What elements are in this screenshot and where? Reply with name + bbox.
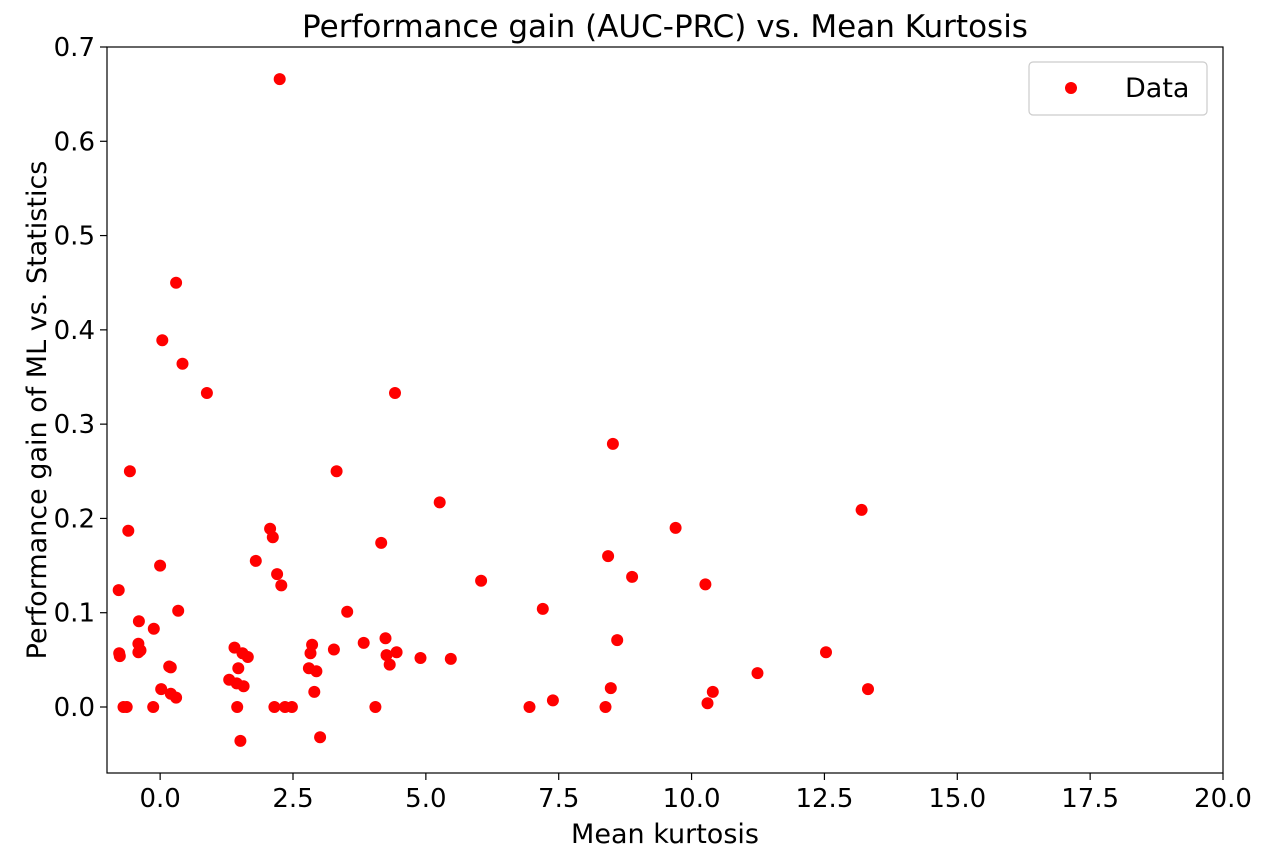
data-point [271, 568, 284, 581]
data-point [523, 701, 536, 713]
legend-marker [1065, 82, 1077, 94]
x-tick-label: 12.5 [795, 784, 853, 814]
y-tick-label: 0.0 [54, 693, 95, 723]
x-tick-label: 7.5 [538, 784, 579, 814]
data-point [606, 437, 619, 450]
data-point [414, 652, 427, 664]
data-point [369, 701, 382, 713]
data-point [699, 578, 712, 591]
data-point [134, 644, 147, 657]
data-point [751, 667, 764, 680]
data-point [120, 701, 133, 713]
data-point [176, 357, 189, 370]
data-point [599, 701, 612, 713]
data-point [433, 496, 446, 509]
data-point [604, 682, 617, 695]
data-point [706, 685, 719, 698]
data-point [241, 651, 254, 663]
data-point [231, 701, 244, 713]
data-point [380, 649, 393, 662]
data-point [701, 697, 714, 710]
data-point [172, 604, 185, 617]
data-point [389, 387, 401, 399]
data-point [314, 731, 327, 744]
legend-box [1028, 61, 1208, 116]
data-point [249, 554, 262, 567]
data-point [611, 634, 624, 647]
data-point [390, 646, 403, 659]
data-point [147, 622, 160, 635]
y-tick-label: 0.1 [54, 599, 95, 629]
legend-label-data: Data [1125, 73, 1189, 104]
data-point [536, 602, 549, 615]
data-point [112, 584, 125, 597]
x-tick-label: 5.0 [405, 784, 446, 814]
data-point [285, 701, 298, 713]
data-point [546, 694, 559, 707]
y-tick-label: 0.4 [54, 316, 95, 346]
data-point [330, 465, 343, 478]
data-point [154, 559, 167, 572]
data-point [147, 701, 160, 713]
data-point [444, 652, 457, 665]
data-point [155, 683, 168, 696]
data-point [170, 276, 183, 289]
y-tick-label: 0.2 [54, 504, 95, 534]
data-point [855, 503, 868, 516]
data-points [112, 73, 874, 747]
data-point [306, 638, 319, 651]
data-point [820, 646, 832, 659]
x-tick-label: 10.0 [663, 784, 721, 814]
data-point [669, 521, 682, 534]
x-tick-label: 15.0 [928, 784, 986, 814]
data-point [170, 691, 183, 704]
data-point [113, 650, 126, 663]
data-point [327, 643, 340, 656]
data-point [266, 531, 279, 544]
data-point [268, 701, 281, 713]
legend: Data [1028, 61, 1208, 116]
data-point [156, 334, 169, 347]
data-point [275, 579, 288, 592]
data-point [164, 661, 177, 674]
chart-title: Performance gain (AUC-PRC) vs. Mean Kurt… [302, 9, 1028, 45]
data-point [237, 680, 250, 693]
data-point [200, 387, 213, 399]
data-point [232, 662, 245, 675]
data-point [375, 536, 388, 549]
data-point [123, 465, 136, 478]
x-tick-label: 2.5 [272, 784, 313, 814]
y-axis-ticks: 0.0 0.1 0.2 0.3 0.4 0.5 0.6 0.7 [54, 33, 107, 723]
x-tick-label: 17.5 [1061, 784, 1119, 814]
data-point [602, 550, 615, 563]
data-point [341, 605, 354, 618]
data-point [308, 685, 321, 698]
data-point [132, 615, 145, 628]
data-point [862, 683, 874, 696]
y-tick-label: 0.7 [54, 33, 95, 63]
y-axis-label: Performance gain of ML vs. Statistics [22, 161, 53, 660]
plot-frame [106, 46, 1224, 774]
data-point [122, 524, 135, 537]
y-tick-label: 0.3 [54, 410, 95, 440]
x-axis-label: Mean kurtosis [571, 819, 759, 850]
data-point [273, 73, 286, 86]
data-point [379, 632, 392, 645]
data-point [475, 574, 488, 587]
y-tick-label: 0.6 [54, 127, 95, 157]
data-point [626, 570, 639, 583]
data-point [234, 734, 247, 747]
y-tick-label: 0.5 [54, 222, 95, 252]
x-axis-ticks: 0.0 2.5 5.0 7.5 10.0 12.5 15.0 17.5 20.0 [139, 773, 1252, 814]
data-point [383, 658, 396, 671]
data-point [310, 665, 323, 678]
x-tick-label: 0.0 [139, 784, 180, 814]
data-point [357, 636, 370, 649]
x-tick-label: 20.0 [1194, 784, 1252, 814]
